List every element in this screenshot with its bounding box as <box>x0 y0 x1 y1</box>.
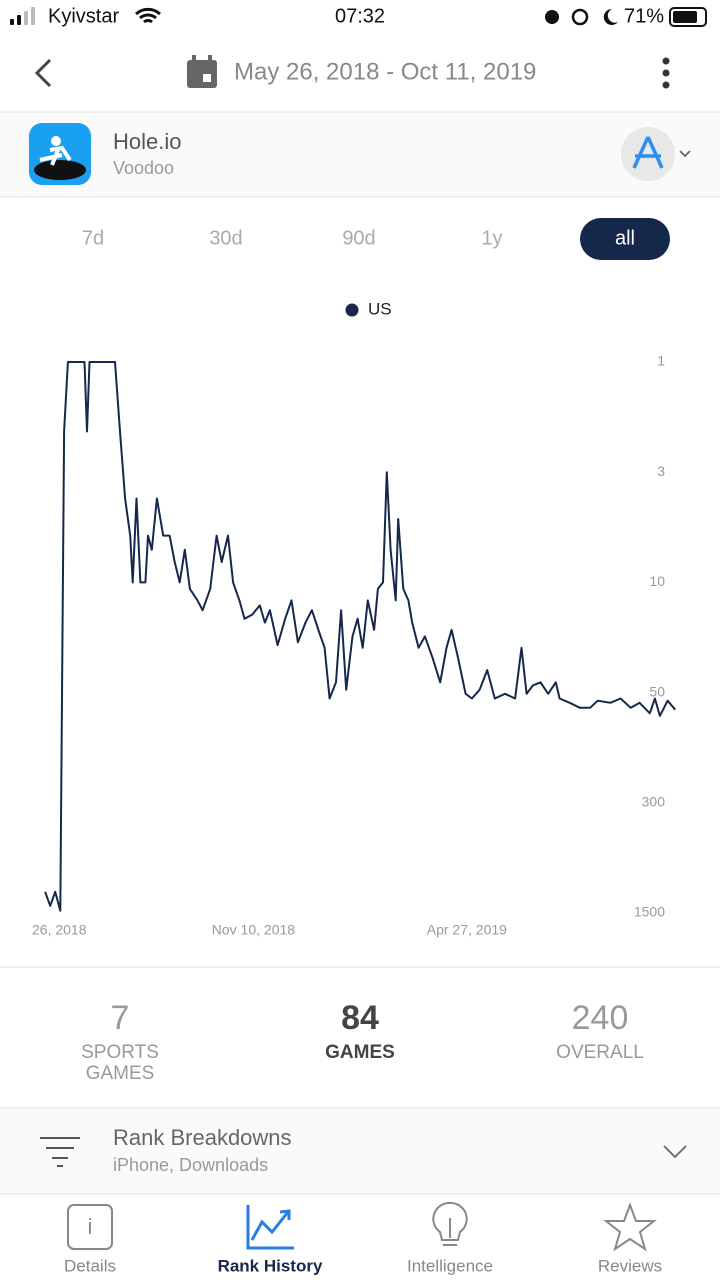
rank-label: OVERALL <box>556 1042 644 1063</box>
rank-history-icon <box>246 1205 294 1250</box>
y-tick-label: 10 <box>649 573 665 589</box>
app-icon <box>29 123 91 185</box>
calendar-icon <box>187 55 217 88</box>
wifi-icon <box>135 7 161 24</box>
dropdown-caret <box>679 150 691 158</box>
y-tick-label: 50 <box>649 683 665 699</box>
signal-icon <box>10 7 35 25</box>
x-tick-label: Nov 10, 2018 <box>212 922 295 938</box>
range-tab[interactable]: 1y <box>481 227 502 249</box>
range-tab[interactable]: 90d <box>342 227 375 249</box>
nav-tab-label[interactable]: Intelligence <box>407 1256 493 1275</box>
range-tab[interactable]: 30d <box>209 227 242 249</box>
app-name: Hole.io <box>113 129 181 154</box>
status-icons <box>545 8 618 26</box>
rank-line <box>44 361 676 912</box>
filter-icon <box>40 1137 80 1167</box>
legend-swatch <box>345 303 359 317</box>
range-tab[interactable]: 7d <box>82 227 104 249</box>
details-icon <box>67 1204 113 1250</box>
date-range[interactable]: May 26, 2018 - Oct 11, 2019 <box>234 58 536 85</box>
x-tick-label: Apr 27, 2019 <box>427 922 507 938</box>
app-row-bg <box>0 112 720 197</box>
breakdown-bg <box>0 1108 720 1194</box>
rank-value: 84 <box>341 999 379 1037</box>
y-tick-label: 3 <box>657 463 665 479</box>
reviews-icon <box>603 1202 657 1252</box>
battery-icon <box>669 7 707 27</box>
details-glyph: i <box>88 1214 93 1239</box>
rank-value: 240 <box>571 999 629 1037</box>
nav-tab-label[interactable]: Rank History <box>218 1256 323 1275</box>
carrier: Kyivstar <box>48 5 119 27</box>
breakdown-subtitle: iPhone, Downloads <box>113 1155 268 1175</box>
breakdown-title[interactable]: Rank Breakdowns <box>113 1125 292 1150</box>
y-tick-label: 1500 <box>634 904 665 920</box>
legend-label: US <box>368 299 392 318</box>
range-tab-selected-bg <box>580 218 670 260</box>
app-store-icon <box>632 136 664 169</box>
battery-fill <box>673 11 697 23</box>
rank-item: 240 OVERALL <box>520 998 680 1063</box>
store-selector[interactable] <box>621 127 675 181</box>
battery-level: 71% <box>624 5 664 27</box>
y-tick-label: 1 <box>657 353 665 369</box>
x-tick-label: 26, 2018 <box>32 922 87 938</box>
rank-item: 7 SPORTS GAMES <box>40 998 200 1084</box>
nav-tab-label[interactable]: Details <box>64 1256 116 1275</box>
more-menu[interactable] <box>662 57 670 89</box>
range-tab[interactable]: all <box>615 227 635 249</box>
nav-tab-label[interactable]: Reviews <box>598 1256 662 1275</box>
rank-label: GAMES <box>325 1042 395 1063</box>
rank-label: SPORTS GAMES <box>81 1042 159 1084</box>
clock: 07:32 <box>335 5 385 27</box>
app-developer: Voodoo <box>113 158 174 178</box>
expand-caret[interactable] <box>663 1145 687 1159</box>
intelligence-icon <box>432 1201 468 1246</box>
y-tick-label: 300 <box>642 794 666 810</box>
back-button[interactable] <box>34 58 52 88</box>
rank-item: 84 GAMES <box>280 998 440 1063</box>
rank-value: 7 <box>110 999 130 1037</box>
